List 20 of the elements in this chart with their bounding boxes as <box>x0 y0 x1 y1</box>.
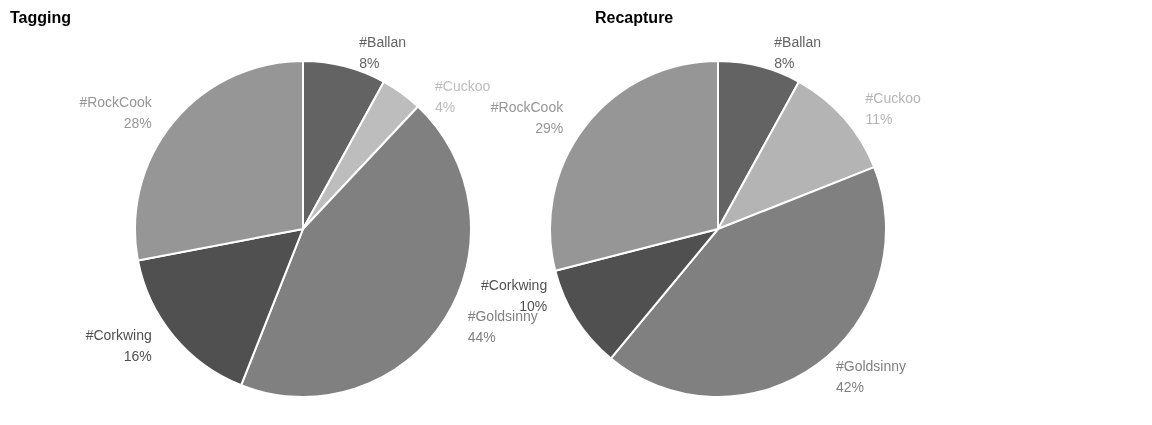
slice-label: #RockCook <box>79 94 153 111</box>
slice-label: #RockCook <box>490 98 565 115</box>
data-label: 8% <box>359 55 380 72</box>
data-label: 42% <box>835 378 865 395</box>
chart-title: Recapture <box>595 8 674 26</box>
slice-label: #Corkwing <box>481 277 548 294</box>
slice-label: #Cuckoo <box>865 90 921 107</box>
slice-label: #Cuckoo <box>435 78 491 95</box>
slice-label: #Goldsinny <box>835 357 907 374</box>
slice-label: #Corkwing <box>85 326 152 343</box>
slice-label: #Ballan <box>774 34 821 51</box>
data-label: 44% <box>467 329 496 346</box>
chart-title: Tagging <box>10 8 72 26</box>
data-label: 11% <box>865 111 893 128</box>
data-label: 16% <box>123 347 152 364</box>
data-label: 4% <box>435 99 456 116</box>
data-label: 8% <box>774 55 795 72</box>
slice-label: #Ballan <box>359 34 406 51</box>
data-label: 29% <box>535 119 564 136</box>
data-label: 28% <box>123 115 152 132</box>
